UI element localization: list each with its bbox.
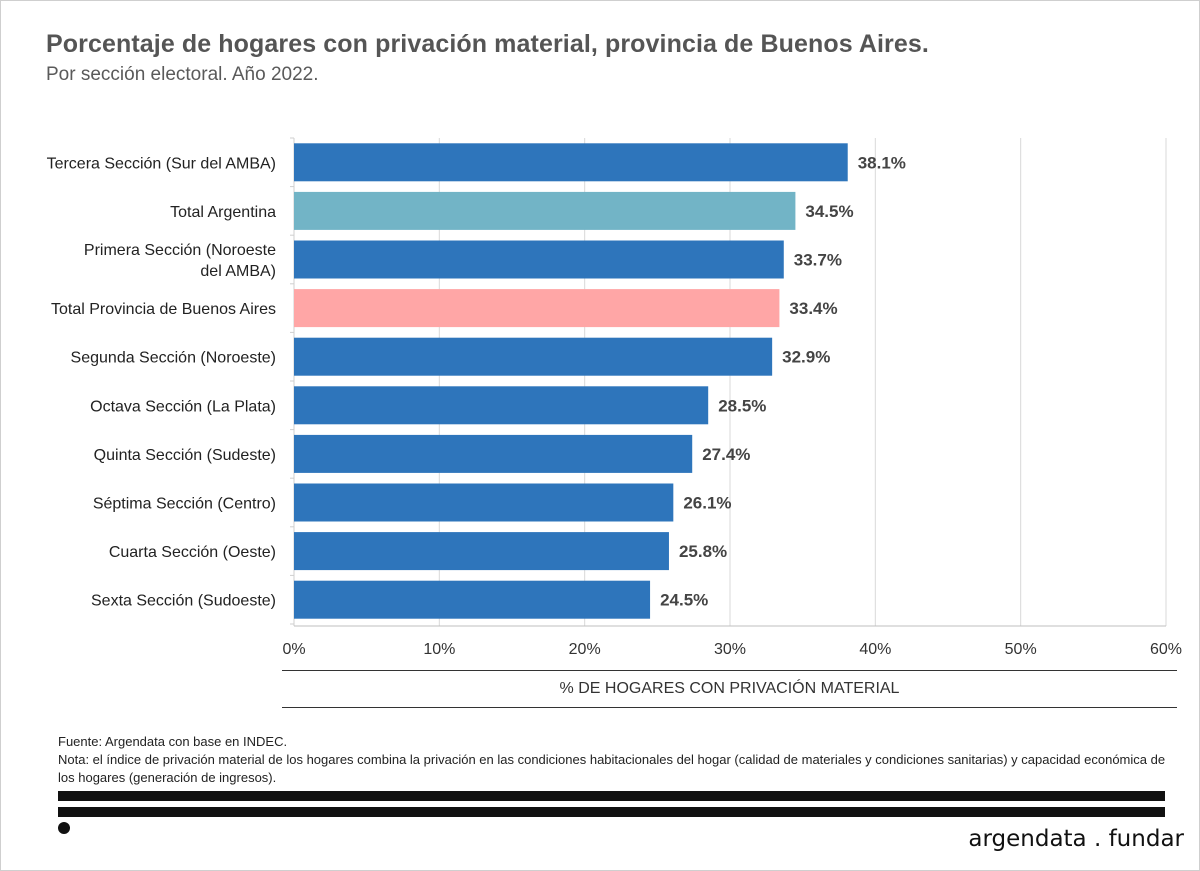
bar [294,289,780,328]
category-label: Sexta Sección (Sudoeste) [91,593,276,610]
x-tick-label: 30% [714,641,746,658]
data-label: 24.5% [660,591,708,610]
category-label: Quinta Sección (Sudeste) [94,447,276,464]
bar [294,143,848,182]
x-tick-label: 50% [1005,641,1037,658]
brand-logo: argendata . fundar [968,826,1184,852]
bar [294,386,709,425]
data-label: 38.1% [858,153,906,172]
chart-title: Porcentaje de hogares con privación mate… [46,30,929,58]
data-label: 25.8% [679,542,727,561]
data-label: 28.5% [718,396,766,415]
data-label: 27.4% [702,445,750,464]
bar [294,191,796,230]
bar [294,337,773,376]
bar [294,532,669,571]
decorative-line-top [58,791,1165,801]
chart-subtitle: Por sección electoral. Año 2022. [46,64,319,85]
footnote: Fuente: Argendata con base en INDEC. Not… [58,733,1168,787]
category-label: Total Argentina [170,204,276,221]
decorative-line-bottom [58,807,1165,817]
bar [294,580,651,619]
bar [294,483,674,522]
methodology-note: Nota: el índice de privación material de… [58,752,1166,785]
x-axis-title-band: % DE HOGARES CON PRIVACIÓN MATERIAL [282,670,1177,708]
x-axis-title: % DE HOGARES CON PRIVACIÓN MATERIAL [559,680,900,697]
x-tick-label: 0% [282,641,305,658]
x-tick-label: 20% [569,641,601,658]
decorative-dot [58,822,70,834]
category-label: Octava Sección (La Plata) [90,398,276,415]
data-label: 33.7% [794,251,842,270]
category-label: Segunda Sección (Noroeste) [71,350,276,367]
data-label: 32.9% [782,348,830,367]
x-tick-label: 10% [423,641,455,658]
category-label: Séptima Sección (Centro) [93,496,276,513]
source-note: Fuente: Argendata con base en INDEC. [58,734,288,749]
data-label: 26.1% [683,494,731,513]
category-label: Tercera Sección (Sur del AMBA) [47,155,276,172]
category-label: Cuarta Sección (Oeste) [109,544,276,561]
bar [294,434,693,473]
category-label: Primera Sección (Noroeste del AMBA) [84,242,276,280]
x-tick-label: 40% [859,641,891,658]
category-label: Total Provincia de Buenos Aires [51,301,276,318]
bar [294,240,784,279]
data-label: 34.5% [805,202,853,221]
data-label: 33.4% [789,299,837,318]
x-tick-label: 60% [1150,641,1182,658]
